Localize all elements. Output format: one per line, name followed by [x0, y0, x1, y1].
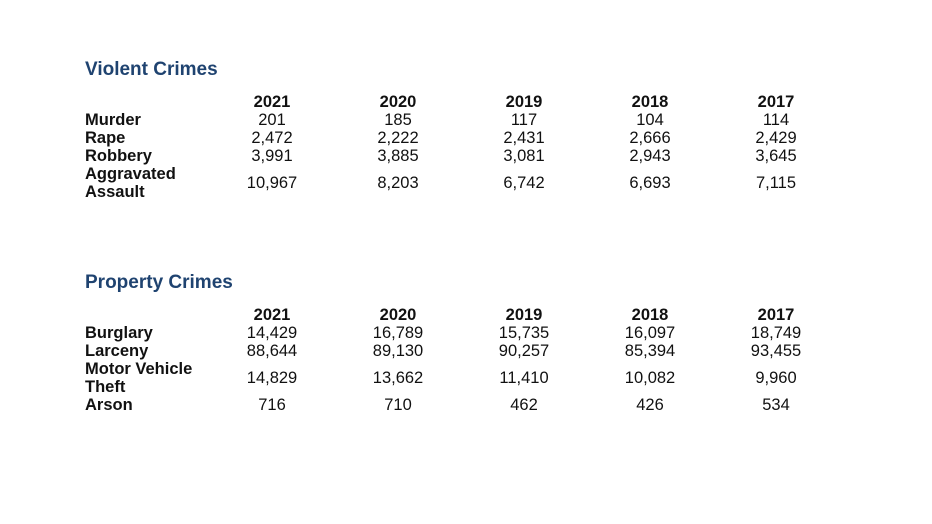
row-label: Motor Vehicle Theft	[85, 360, 193, 396]
table-row: Rape 2,472 2,222 2,431 2,666 2,429	[85, 129, 839, 147]
row-label: Murder	[85, 111, 141, 129]
cell-value: 462	[510, 396, 538, 414]
row-label: Arson	[85, 396, 133, 414]
table-row: Motor Vehicle Theft 14,829 13,662 11,410…	[85, 360, 839, 396]
cell-value: 93,455	[750, 342, 802, 360]
cell-value: 85,394	[624, 342, 676, 360]
cell-value: 10,082	[624, 369, 676, 387]
cell-value: 6,693	[629, 174, 671, 192]
violent-crimes-table: 2021 2020 2019 2018 2017 Murder 201 185 …	[85, 93, 839, 201]
header-corner	[85, 93, 209, 111]
cell-value: 426	[636, 396, 664, 414]
cell-value: 15,735	[498, 324, 550, 342]
table-row: Aggravated Assault 10,967 8,203 6,742 6,…	[85, 165, 839, 201]
cell-value: 16,097	[624, 324, 676, 342]
table-row: Burglary 14,429 16,789 15,735 16,097 18,…	[85, 324, 839, 342]
year-header: 2020	[379, 93, 417, 111]
violent-crimes-section: Violent Crimes 2021 2020 2019 2018 2017 …	[85, 58, 845, 201]
table-row: Robbery 3,991 3,885 3,081 2,943 3,645	[85, 147, 839, 165]
cell-value: 2,431	[503, 129, 545, 147]
cell-value: 3,885	[377, 147, 419, 165]
cell-value: 3,081	[503, 147, 545, 165]
year-header-row: 2021 2020 2019 2018 2017	[85, 93, 839, 111]
year-header: 2018	[631, 306, 669, 324]
cell-value: 716	[258, 396, 286, 414]
cell-value: 201	[258, 111, 286, 129]
cell-value: 2,429	[755, 129, 797, 147]
row-label: Larceny	[85, 342, 149, 360]
cell-value: 2,472	[251, 129, 293, 147]
cell-value: 114	[762, 111, 790, 129]
table-row: Arson 716 710 462 426 534	[85, 396, 839, 414]
cell-value: 8,203	[377, 174, 419, 192]
cell-value: 2,943	[629, 147, 671, 165]
cell-value: 9,960	[755, 369, 797, 387]
property-crimes-title: Property Crimes	[85, 272, 233, 293]
cell-value: 88,644	[246, 342, 298, 360]
table-row: Larceny 88,644 89,130 90,257 85,394 93,4…	[85, 342, 839, 360]
cell-value: 11,410	[499, 369, 549, 387]
cell-value: 14,829	[246, 369, 298, 387]
property-crimes-table: 2021 2020 2019 2018 2017 Burglary 14,429…	[85, 306, 839, 414]
year-header: 2021	[253, 306, 291, 324]
cell-value: 710	[384, 396, 412, 414]
cell-value: 117	[510, 111, 538, 129]
cell-value: 2,666	[629, 129, 671, 147]
year-header: 2017	[757, 306, 795, 324]
row-label: Burglary	[85, 324, 153, 342]
year-header: 2017	[757, 93, 795, 111]
cell-value: 13,662	[372, 369, 424, 387]
cell-value: 185	[384, 111, 412, 129]
violent-crimes-title: Violent Crimes	[85, 59, 218, 80]
table-row: Murder 201 185 117 104 114	[85, 111, 839, 129]
year-header: 2021	[253, 93, 291, 111]
row-label: Aggravated Assault	[85, 165, 176, 201]
cell-value: 16,789	[372, 324, 424, 342]
row-label: Rape	[85, 129, 126, 147]
cell-value: 6,742	[503, 174, 545, 192]
cell-value: 534	[762, 396, 790, 414]
year-header: 2019	[505, 93, 543, 111]
cell-value: 7,115	[755, 174, 797, 192]
year-header-row: 2021 2020 2019 2018 2017	[85, 306, 839, 324]
cell-value: 14,429	[246, 324, 298, 342]
cell-value: 90,257	[498, 342, 550, 360]
year-header: 2018	[631, 93, 669, 111]
property-crimes-section: Property Crimes 2021 2020 2019 2018 2017…	[85, 271, 845, 414]
cell-value: 10,967	[246, 174, 298, 192]
cell-value: 2,222	[377, 129, 419, 147]
cell-value: 104	[636, 111, 664, 129]
row-label: Robbery	[85, 147, 152, 165]
header-corner	[85, 306, 209, 324]
cell-value: 3,991	[251, 147, 293, 165]
cell-value: 18,749	[750, 324, 802, 342]
cell-value: 89,130	[372, 342, 424, 360]
year-header: 2020	[379, 306, 417, 324]
cell-value: 3,645	[755, 147, 797, 165]
year-header: 2019	[505, 306, 543, 324]
